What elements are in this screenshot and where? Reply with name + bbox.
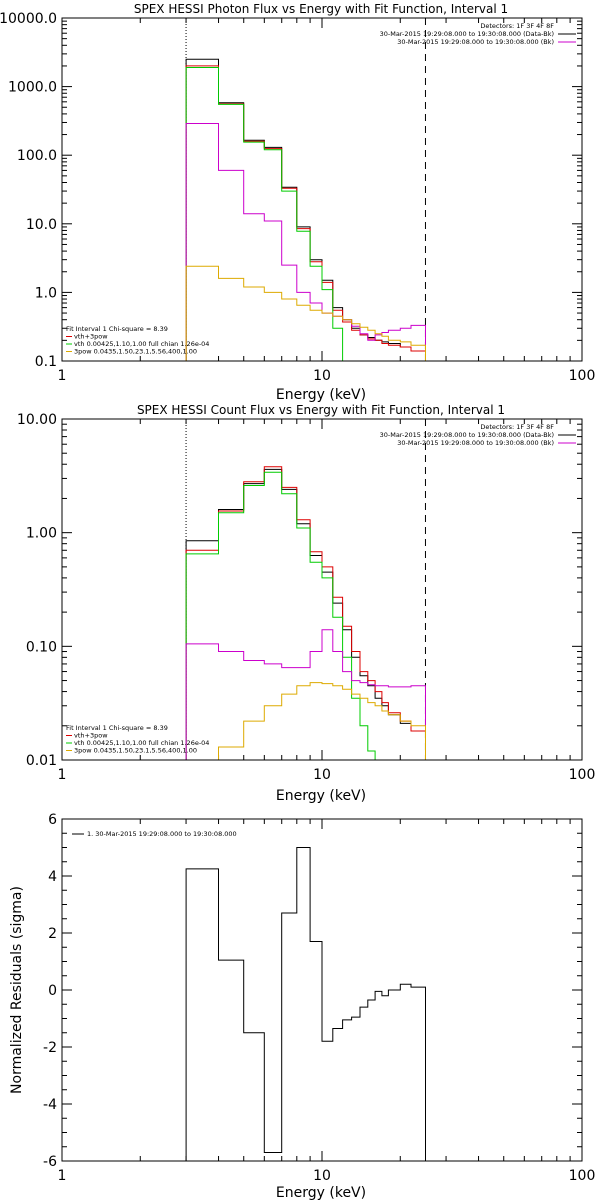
y-tick-label: 0.01 bbox=[26, 753, 57, 769]
legend-entry: vth 0.00425,1.10,1.00 full chian 1.26e-0… bbox=[74, 340, 209, 348]
series-line-3 bbox=[185, 67, 353, 361]
x-tick-label: 100 bbox=[569, 368, 596, 384]
x-tick-label: 10 bbox=[313, 767, 331, 783]
info-line: 30-Mar-2015 19:29:08.000 to 19:30:08.000… bbox=[380, 30, 554, 38]
x-tick-label: 1 bbox=[58, 1168, 67, 1184]
photon-panel-title: SPEX HESSI Photon Flux vs Energy with Fi… bbox=[134, 2, 508, 16]
x-tick-label: 100 bbox=[569, 1168, 596, 1184]
series-line-4 bbox=[185, 629, 426, 760]
x-tick-label: 10 bbox=[313, 1168, 331, 1184]
x-tick-label: 1 bbox=[58, 368, 67, 384]
y-tick-label: 100.0 bbox=[17, 148, 57, 164]
count-plot-marks: 1 10 100 0.01 0.10 1.00 10.00 Detectors: 1F 3F … bbox=[17, 412, 595, 783]
y-tick-label: 0.10 bbox=[26, 639, 57, 655]
y-tick-label: 1000.0 bbox=[8, 80, 57, 96]
y-tick-label: -4 bbox=[43, 1097, 57, 1113]
y-tick-label: 0.1 bbox=[35, 354, 57, 370]
series-line-5 bbox=[185, 265, 426, 361]
residuals-plot-marks: 1 10 100 -6 -4 -2 0 2 4 6 1. 30-Mar-2015 19:29:08.… bbox=[43, 812, 595, 1184]
residuals-y-axis-label: Normalized Residuals (sigma) bbox=[9, 886, 25, 1094]
photon-plot-marks: 1 10 100 0.1 1.0 10.0 100.0 1000.0 10000.0 Detect… bbox=[0, 11, 595, 384]
info-line: 30-Mar-2015 19:29:08.000 to 19:30:08.000… bbox=[397, 439, 554, 447]
y-tick-label: 0 bbox=[48, 983, 57, 999]
residuals-plot-frame bbox=[61, 818, 583, 1162]
info-line: 30-Mar-2015 19:29:08.000 to 19:30:08.000… bbox=[397, 38, 554, 46]
info-line: 30-Mar-2015 19:29:08.000 to 19:30:08.000… bbox=[380, 431, 554, 439]
y-tick-label: -6 bbox=[43, 1154, 57, 1170]
photon-x-axis-label: Energy (keV) bbox=[276, 387, 366, 403]
y-tick-label: 1.00 bbox=[26, 526, 57, 542]
series-line-5 bbox=[218, 682, 426, 760]
x-tick-label: 10 bbox=[313, 368, 331, 384]
y-tick-label: 6 bbox=[48, 812, 57, 828]
series-line-3 bbox=[185, 471, 376, 760]
series-line-1 bbox=[185, 847, 426, 1161]
count-plot-frame bbox=[61, 418, 583, 761]
count-flux-panel: SPEX HESSI Count Flux vs Energy with Fit… bbox=[17, 403, 595, 804]
legend-entry: vth 0.00425,1.10,1.00 full chian 1.26e-0… bbox=[74, 739, 209, 747]
legend-entry: Fit Interval 1 Chi-square = 8.39 bbox=[66, 325, 168, 333]
residuals-panel: 1 10 100 -6 -4 -2 0 2 4 6 1. 30-Mar-2015 19:29:08.… bbox=[9, 812, 595, 1200]
y-tick-label: -2 bbox=[43, 1040, 57, 1056]
y-tick-label: 2 bbox=[48, 926, 57, 942]
count-x-axis-label: Energy (keV) bbox=[276, 788, 366, 804]
y-tick-label: 10.0 bbox=[26, 217, 57, 233]
photon-plot-frame bbox=[61, 17, 583, 362]
residuals-x-axis-label: Energy (keV) bbox=[276, 1185, 366, 1200]
legend-entry: 3pow 0.0435,1.50,23.1,5.56,400,1.00 bbox=[74, 348, 197, 356]
y-tick-label: 10.00 bbox=[17, 412, 57, 428]
count-panel-title: SPEX HESSI Count Flux vs Energy with Fit… bbox=[137, 403, 505, 417]
y-tick-label: 1.0 bbox=[35, 285, 57, 301]
x-tick-label: 100 bbox=[569, 767, 596, 783]
y-tick-label: 10000.0 bbox=[0, 11, 57, 27]
legend-entry: 3pow 0.0435,1.50,23.1,5.56,400,1.00 bbox=[74, 747, 197, 755]
legend-entry: 1. 30-Mar-2015 19:29:08.000 to 19:30:08.… bbox=[87, 830, 237, 838]
legend-entry: Fit Interval 1 Chi-square = 8.39 bbox=[66, 724, 168, 732]
photon-flux-panel: SPEX HESSI Photon Flux vs Energy with Fi… bbox=[0, 2, 595, 403]
info-line: Detectors: 1F 3F 4F 8F bbox=[480, 22, 554, 30]
y-tick-label: 4 bbox=[48, 869, 57, 885]
x-tick-label: 1 bbox=[58, 767, 67, 783]
legend-entry: vth+3pow bbox=[74, 333, 108, 341]
legend-entry: vth+3pow bbox=[74, 732, 108, 740]
info-line: Detectors: 1F 3F 4F 8F bbox=[480, 423, 554, 431]
